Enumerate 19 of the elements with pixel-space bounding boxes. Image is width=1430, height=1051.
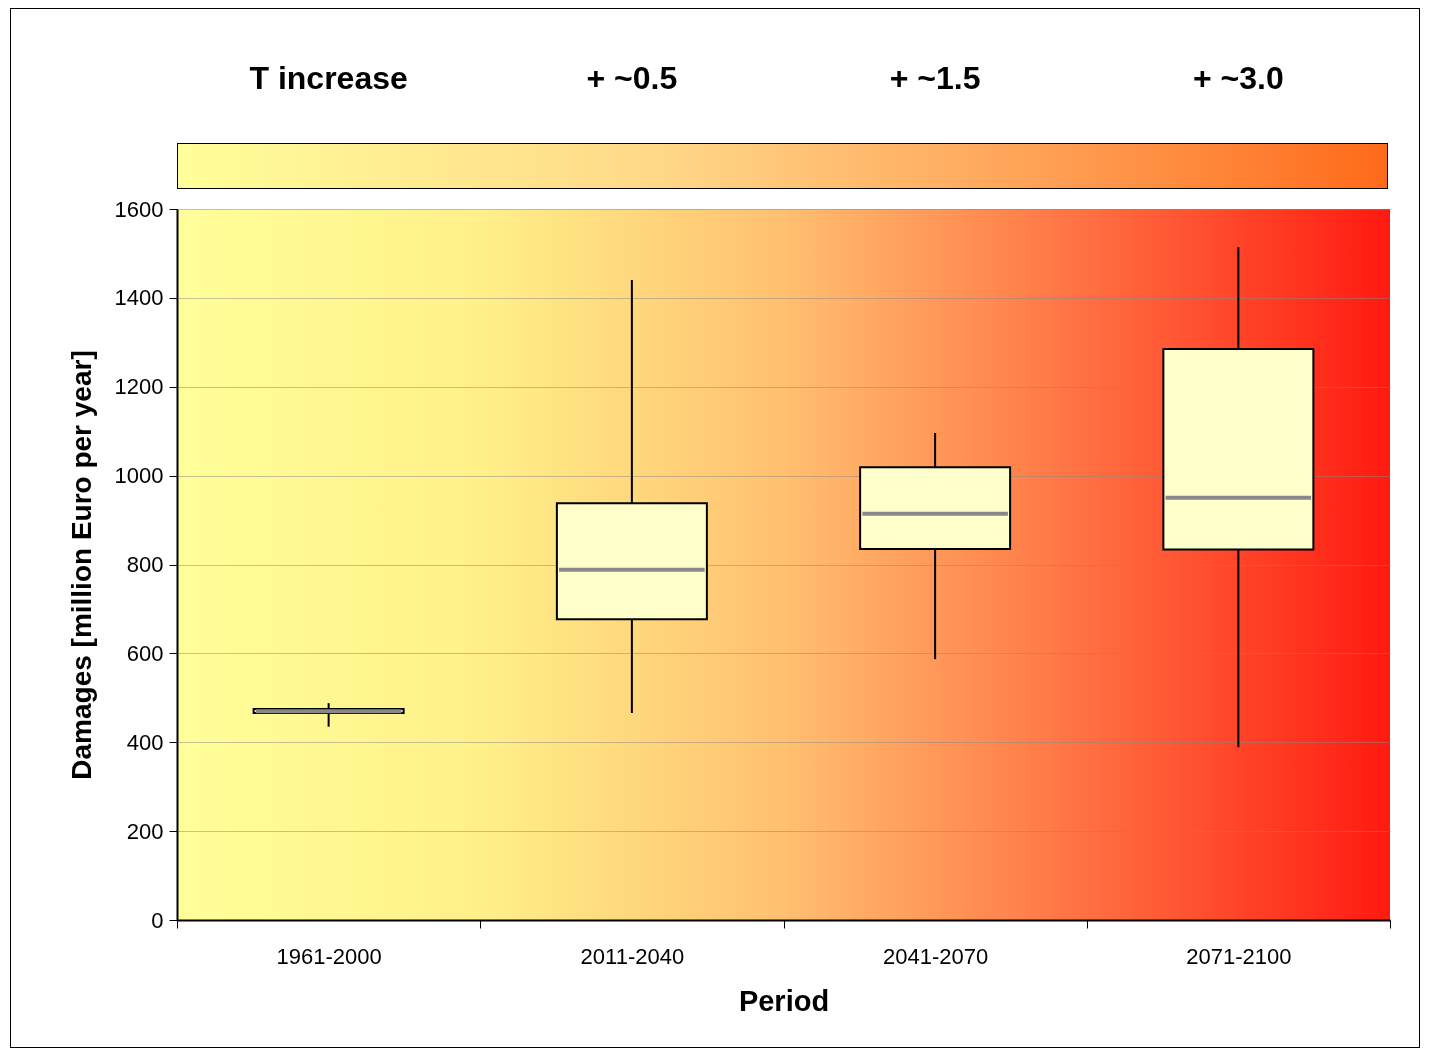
x-axis-title: Period <box>738 984 830 1017</box>
y-tick-label: 800 <box>126 552 164 577</box>
x-tick-label: 2011-2040 <box>580 943 685 969</box>
x-tick-label: 2071-2100 <box>1186 943 1292 969</box>
y-axis-title: Damages [million Euro per year] <box>65 350 97 780</box>
y-tick-label: 0 <box>151 907 164 933</box>
text: T increase <box>249 60 408 96</box>
y-tick-label: 600 <box>126 640 164 666</box>
y-tick-label: 200 <box>126 818 164 844</box>
text: + ~1.5 <box>889 60 981 96</box>
text: + ~3.0 <box>1193 60 1284 96</box>
y-tick-label: 1400 <box>114 285 164 311</box>
x-tick-label: 2041-2070 <box>883 943 989 969</box>
x-tick-label: 1961-2000 <box>276 943 382 969</box>
y-tick-label: 1200 <box>114 374 164 400</box>
y-tick-label: 1600 <box>114 196 164 222</box>
y-tick-label: 1000 <box>114 463 164 489</box>
text: + ~0.5 <box>586 60 678 96</box>
y-tick-label: 400 <box>126 729 164 755</box>
